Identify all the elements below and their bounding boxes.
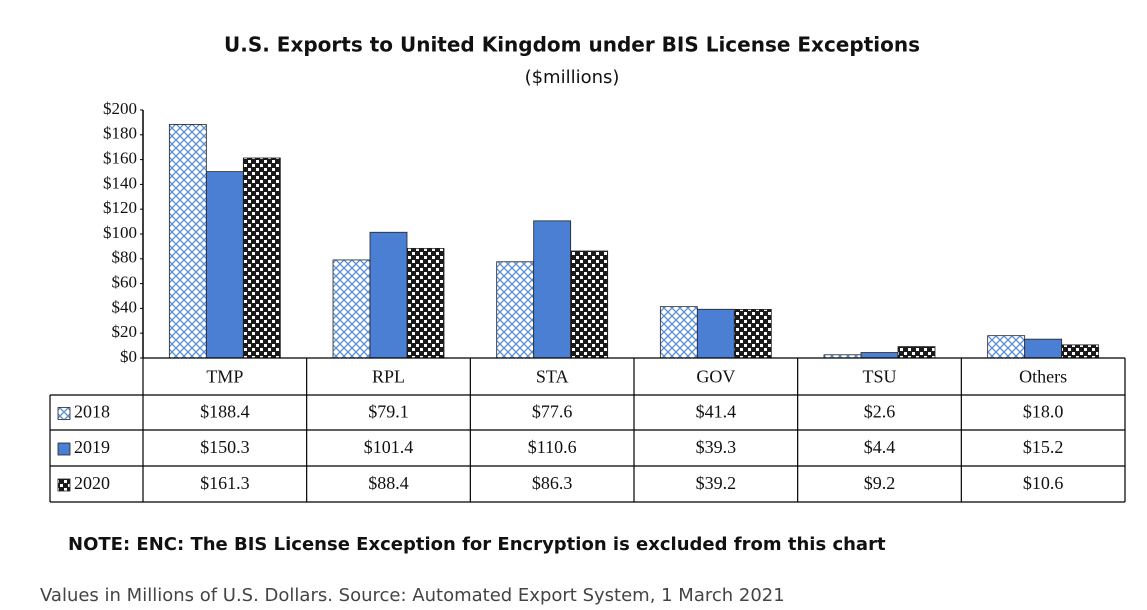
- x-tick-label: Others: [1019, 367, 1067, 387]
- x-tick-label: TSU: [862, 367, 896, 387]
- bar: [406, 247, 445, 359]
- table-value: $79.1: [368, 402, 409, 422]
- bar: [659, 306, 698, 359]
- table-value: $10.6: [1023, 473, 1064, 493]
- table-value: $150.3: [200, 437, 250, 457]
- bar: [733, 308, 772, 359]
- table-value: $9.2: [864, 473, 896, 493]
- table-value: $2.6: [864, 402, 896, 422]
- bar: [860, 352, 899, 359]
- table-value: $4.4: [864, 437, 896, 457]
- table-value: $15.2: [1023, 437, 1064, 457]
- table-value: $18.0: [1023, 402, 1064, 422]
- table-value: $161.3: [200, 473, 250, 493]
- table-value: $101.4: [364, 437, 414, 457]
- bar: [205, 171, 244, 359]
- y-tick-label: $160: [103, 149, 137, 168]
- bar: [987, 335, 1026, 359]
- x-tick-label: RPL: [372, 367, 405, 387]
- y-tick-label: $120: [103, 198, 137, 217]
- y-tick-label: $80: [112, 248, 138, 267]
- note: NOTE: ENC: The BIS License Exception for…: [68, 534, 886, 555]
- table-value: $77.6: [532, 402, 573, 422]
- source: Values in Millions of U.S. Dollars. Sour…: [40, 585, 785, 606]
- bar: [1024, 338, 1063, 359]
- table-value: $39.2: [696, 473, 737, 493]
- y-tick-label: $140: [103, 173, 137, 192]
- chart-title: U.S. Exports to United Kingdom under BIS…: [224, 33, 920, 57]
- legend-label: 2019: [74, 437, 110, 457]
- y-tick-label: $0: [120, 347, 137, 366]
- y-tick-label: $40: [112, 297, 138, 316]
- bar: [496, 261, 535, 359]
- bar: [1061, 344, 1100, 359]
- table-value: $39.3: [696, 437, 737, 457]
- bar: [369, 231, 408, 359]
- bar: [332, 259, 371, 359]
- x-tick-label: STA: [536, 367, 569, 387]
- x-tick-label: TMP: [206, 367, 243, 387]
- chart-subtitle: ($millions): [525, 67, 620, 88]
- legend-swatch: [57, 407, 71, 420]
- bar: [696, 308, 735, 359]
- y-tick-label: $60: [112, 273, 138, 292]
- table-value: $88.4: [368, 473, 409, 493]
- y-tick-label: $20: [112, 322, 138, 341]
- bar: [533, 220, 572, 359]
- bar: [168, 123, 207, 359]
- legend-swatch: [57, 478, 71, 492]
- table-value: $110.6: [528, 437, 577, 457]
- table-value: $41.4: [696, 402, 737, 422]
- table-value: $188.4: [200, 402, 250, 422]
- legend-label: 2020: [74, 473, 110, 493]
- bar: [242, 157, 281, 359]
- y-tick-label: $180: [103, 124, 137, 143]
- x-tick-label: GOV: [696, 367, 735, 387]
- legend-swatch: [57, 442, 71, 456]
- bar: [897, 346, 936, 359]
- bar: [570, 250, 609, 359]
- legend-label: 2018: [74, 402, 110, 422]
- table-value: $86.3: [532, 473, 573, 493]
- y-tick-label: $100: [103, 223, 137, 242]
- y-tick-label: $200: [103, 99, 137, 118]
